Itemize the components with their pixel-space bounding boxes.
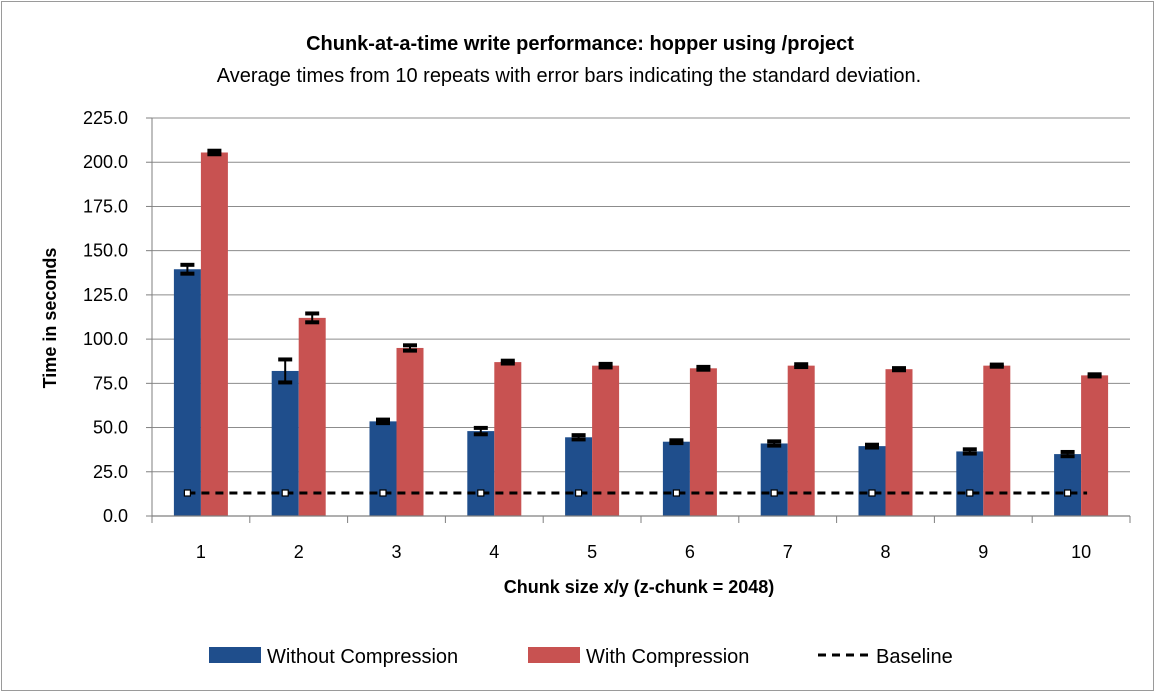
chart-title: Chunk-at-a-time write performance: hoppe…	[306, 33, 854, 55]
bar-with-compression-7	[787, 365, 815, 516]
legend-label: Without Compression	[267, 646, 458, 668]
y-axis-title: Time in seconds	[40, 248, 60, 389]
y-tick-label: 100.0	[83, 329, 128, 349]
baseline-marker-3	[379, 489, 387, 497]
bar-without-compression-5	[565, 437, 593, 516]
bar-without-compression-8	[858, 446, 886, 516]
bar-without-compression-10	[1054, 454, 1082, 516]
baseline-marker-6	[672, 489, 681, 497]
y-tick-label: 150.0	[83, 241, 128, 261]
baseline-marker-8	[868, 489, 876, 497]
baseline-marker-5	[574, 489, 583, 497]
x-tick-label: 1	[196, 542, 206, 562]
bar-with-compression-9	[983, 365, 1011, 516]
y-tick-label: 125.0	[83, 285, 128, 305]
baseline-marker-10	[1063, 489, 1072, 497]
y-tick-label: 225.0	[83, 108, 128, 128]
x-axis-title: Chunk size x/y (z-chunk = 2048)	[504, 577, 775, 597]
bars	[173, 152, 1109, 516]
bar-with-compression-3	[396, 347, 424, 516]
bar-with-compression-6	[689, 368, 717, 516]
y-tick-label: 50.0	[93, 418, 128, 438]
legend: Without Compression With Compression Basel…	[209, 646, 953, 668]
x-tick-label: 3	[391, 542, 401, 562]
baseline-marker-4	[477, 489, 485, 497]
x-tick-label: 5	[587, 542, 597, 562]
chart-subtitle: Average times from 10 repeats with error…	[217, 65, 921, 87]
x-tick-label: 7	[783, 542, 793, 562]
legend-label: Baseline	[876, 646, 953, 668]
bar-without-compression-3	[369, 421, 397, 516]
axes: 0.0 25.0 50.0 75.0 100.0 125.0 150.0 175.0 200.0…	[83, 108, 1131, 562]
x-tick-label: 10	[1071, 542, 1091, 562]
bar-with-compression-2	[298, 317, 326, 516]
x-tick-label: 9	[978, 542, 988, 562]
baseline-marker-2	[281, 489, 289, 497]
legend-swatch-without-compression	[209, 647, 261, 663]
x-tick-label: 2	[294, 542, 304, 562]
baseline-series	[183, 489, 1088, 497]
legend-swatch-with-compression	[528, 647, 580, 663]
y-tick-label: 75.0	[93, 373, 128, 393]
bar-with-compression-10	[1081, 375, 1109, 516]
legend-label: With Compression	[586, 646, 749, 668]
bar-with-compression-4	[494, 362, 522, 516]
baseline-marker-9	[966, 489, 974, 497]
bar-without-compression-7	[760, 443, 788, 516]
bar-without-compression-9	[956, 451, 984, 516]
x-tick-label: 8	[880, 542, 890, 562]
y-tick-label: 0.0	[103, 506, 128, 526]
bar-without-compression-1	[173, 269, 201, 516]
error-bars	[180, 148, 1102, 459]
baseline-marker-7	[770, 489, 778, 497]
bar-without-compression-6	[662, 441, 690, 516]
bar-without-compression-4	[467, 431, 495, 516]
x-tick-label: 6	[685, 542, 695, 562]
y-tick-label: 200.0	[83, 152, 128, 172]
x-tick-label: 4	[489, 542, 499, 562]
bar-with-compression-1	[200, 152, 228, 516]
y-tick-label: 175.0	[83, 196, 128, 216]
baseline-marker-1	[183, 489, 191, 497]
y-tick-label: 25.0	[93, 462, 128, 482]
bar-with-compression-5	[592, 365, 620, 516]
